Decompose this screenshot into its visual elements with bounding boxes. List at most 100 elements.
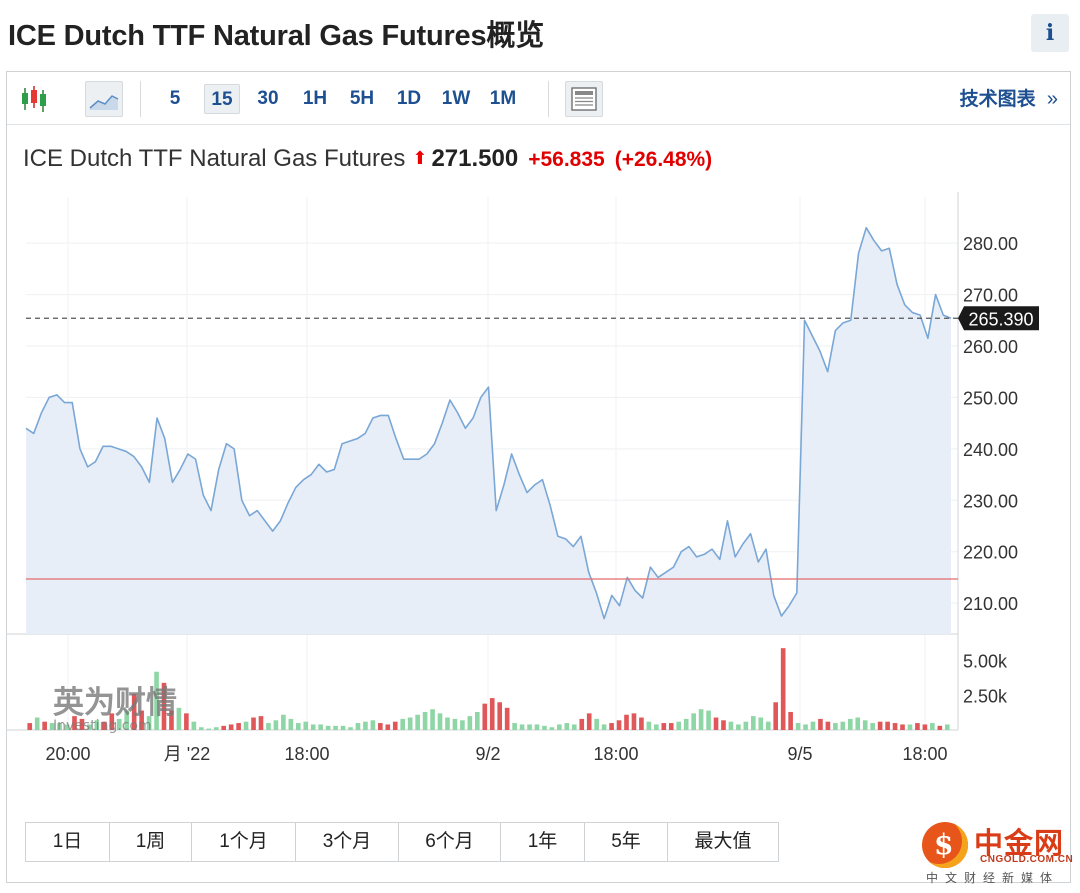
x-tick-label: 9/2	[475, 744, 500, 764]
double-chevron-right-icon: »	[1046, 88, 1058, 110]
volume-bar	[430, 709, 435, 730]
volume-bar	[422, 711, 428, 730]
range-max[interactable]: 最大值	[668, 823, 778, 861]
y-tick-label: 250.00	[963, 388, 1018, 408]
volume-bar	[213, 727, 219, 730]
volume-bar	[221, 725, 226, 730]
volume-bar	[191, 721, 197, 730]
interval-5[interactable]: 5	[169, 88, 181, 109]
interval-1m[interactable]: 1M	[489, 88, 517, 109]
volume-bar	[437, 713, 443, 730]
volume-bar	[281, 714, 286, 730]
interval-1h[interactable]: 1H	[302, 88, 328, 109]
volume-bar	[930, 723, 935, 730]
chart-widget: 5 15 30 1H 5H 1D 1W 1M 技术图表 » ICE Dutch …	[6, 71, 1071, 883]
volume-bar	[72, 716, 77, 730]
volume-bar	[788, 711, 793, 730]
volume-bar	[840, 721, 846, 730]
volume-bar	[795, 723, 801, 730]
volume-bar	[266, 723, 271, 730]
volume-tick-label: 2.50k	[963, 686, 1008, 706]
interval-30[interactable]: 30	[257, 88, 279, 109]
volume-bar	[751, 716, 756, 730]
y-tick-label: 230.00	[963, 491, 1018, 511]
volume-bar	[892, 723, 898, 730]
volume-bar	[228, 724, 234, 730]
volume-bar	[102, 721, 107, 730]
volume-bar	[34, 717, 40, 730]
y-tick-label: 270.00	[963, 286, 1018, 306]
volume-bar	[564, 723, 570, 730]
volume-bar	[870, 723, 875, 730]
price-chart[interactable]: 210.00 220.00 230.00 240.00 250.00 260.00 270.…	[7, 72, 1070, 792]
volume-bar	[489, 698, 495, 730]
volume-bar	[691, 713, 696, 730]
tech-chart-link[interactable]: 技术图表 »	[960, 84, 1058, 114]
cngold-logo: $ 中金网 CNGOLD.COM.CN 中文财经新媒体	[922, 816, 1073, 886]
volume-bar	[907, 724, 913, 730]
volume-bar	[176, 707, 182, 730]
range-1d[interactable]: 1日	[26, 823, 110, 861]
range-1w[interactable]: 1周	[110, 823, 192, 861]
volume-bar	[534, 724, 540, 730]
volume-bar	[504, 707, 510, 730]
volume-bar	[706, 710, 711, 730]
volume-bar	[169, 710, 174, 730]
volume-bar	[348, 727, 353, 730]
volume-bar	[713, 717, 719, 730]
volume-bar	[512, 723, 517, 730]
range-1y[interactable]: 1年	[501, 823, 585, 861]
volume-bar	[258, 716, 264, 730]
volume-bar	[818, 718, 823, 730]
volume-bar	[49, 723, 55, 730]
volume-bar	[273, 720, 279, 730]
volume-bar	[460, 720, 465, 730]
volume-bar	[467, 716, 473, 730]
interval-15[interactable]: 15	[204, 84, 240, 114]
volume-bar	[94, 720, 100, 730]
candlestick-icon[interactable]	[19, 84, 53, 114]
volume-bar	[654, 724, 659, 730]
area-chart-icon[interactable]	[85, 81, 123, 117]
volume-bar	[937, 725, 943, 730]
volume-bar	[445, 717, 450, 730]
range-1m[interactable]: 1个月	[192, 823, 296, 861]
volume-bar	[915, 723, 920, 730]
page-title: ICE Dutch TTF Natural Gas Futures概览	[8, 20, 544, 52]
volume-bar	[407, 717, 413, 730]
range-6m[interactable]: 6个月	[399, 823, 501, 861]
volume-bar	[773, 702, 779, 730]
x-tick-label: 18:00	[284, 744, 329, 764]
volume-bar	[542, 725, 547, 730]
watermark-zh: 英为财情	[53, 685, 177, 721]
volume-bar	[124, 710, 130, 730]
interval-1d[interactable]: 1D	[396, 88, 422, 109]
volume-bar	[661, 723, 667, 730]
volume-bar	[765, 721, 771, 730]
info-button[interactable]: i	[1031, 14, 1069, 52]
range-5y[interactable]: 5年	[585, 823, 668, 861]
range-3m[interactable]: 3个月	[296, 823, 399, 861]
volume-bar	[475, 711, 480, 730]
volume-bar	[452, 718, 458, 730]
volume-bar	[355, 723, 361, 730]
interval-1w[interactable]: 1W	[441, 88, 471, 109]
volume-bar	[736, 724, 741, 730]
volume-bar	[758, 717, 764, 730]
y-tick-label: 220.00	[963, 543, 1018, 563]
volume-bar	[42, 721, 47, 730]
news-panel-icon[interactable]	[565, 81, 603, 117]
quote-change-pct: (+26.48%)	[614, 148, 713, 171]
last-price-label: 265.390	[968, 309, 1033, 329]
volume-bar	[251, 717, 256, 730]
volume-bar	[318, 724, 323, 730]
volume-bar	[27, 723, 33, 730]
volume-bar	[646, 721, 652, 730]
x-tick-label: 20:00	[45, 744, 90, 764]
interval-5h[interactable]: 5H	[349, 88, 375, 109]
volume-bar	[288, 718, 294, 730]
volume-bar	[594, 718, 599, 730]
volume-bar	[116, 718, 122, 730]
volume-bar	[579, 718, 585, 730]
volume-bar	[683, 718, 689, 730]
